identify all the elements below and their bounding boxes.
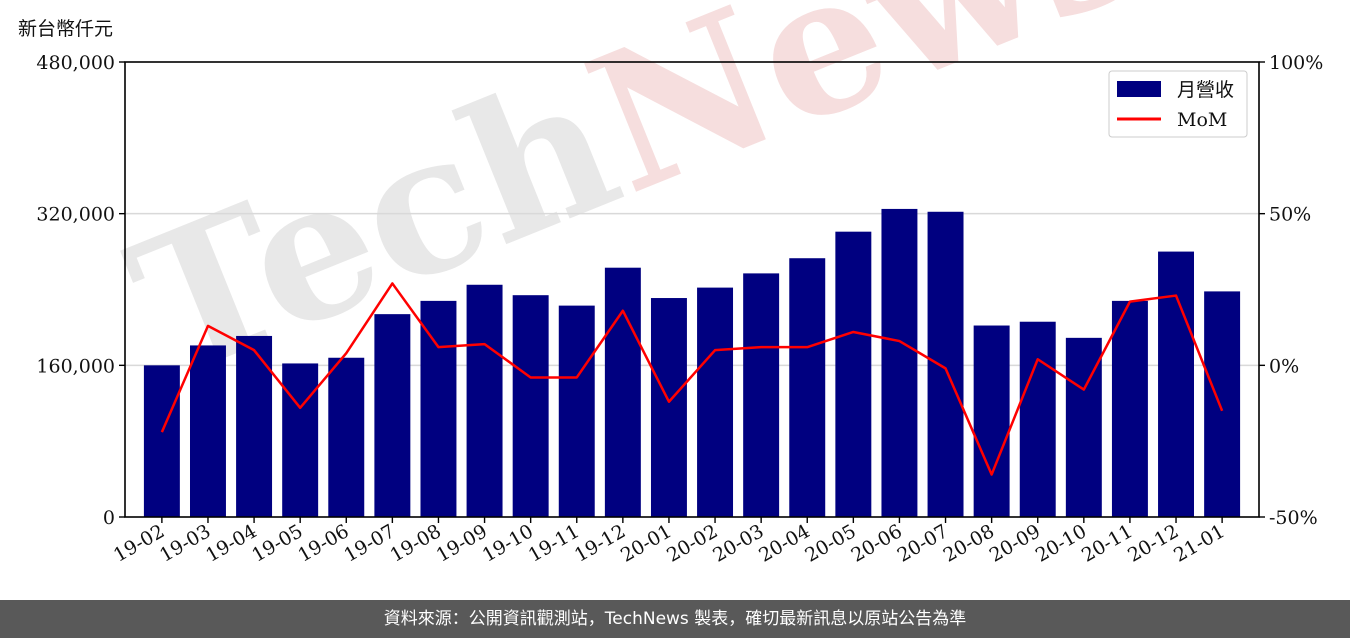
bar-19-08 xyxy=(420,300,457,517)
x-tick-label-19-08: 19-08 xyxy=(387,520,445,566)
plot-frame xyxy=(124,61,1260,518)
x-tick-label-20-01: 20-01 xyxy=(617,520,675,566)
y-axis-unit-label: 新台幣仟元 xyxy=(18,18,114,40)
legend-swatch-bar xyxy=(1117,81,1161,97)
bar-19-05 xyxy=(282,363,319,517)
x-tick-label-20-08: 20-08 xyxy=(940,520,998,566)
left-tick-label: 320,000 xyxy=(36,204,115,226)
bar-20-05 xyxy=(835,231,872,518)
legend-label-revenue: 月營收 xyxy=(1177,79,1234,101)
right-tick-label: 100% xyxy=(1269,52,1323,74)
bar-19-03 xyxy=(189,345,226,517)
bar-19-06 xyxy=(328,357,365,517)
x-tick-label-19-05: 19-05 xyxy=(248,520,306,566)
mom-line xyxy=(160,282,1224,476)
x-tick-label-19-11: 19-11 xyxy=(525,520,583,566)
x-tick-label-20-10: 20-10 xyxy=(1032,520,1090,566)
mom-line-series xyxy=(160,282,1224,476)
footer-source-note: 資料來源：公開資訊觀測站，TechNews 製表，確切最新訊息以原站公告為準 xyxy=(0,600,1350,638)
bar-series xyxy=(143,208,1241,518)
right-tick-label: 50% xyxy=(1269,204,1311,226)
legend: 月營收 MoM xyxy=(1108,70,1248,138)
x-tick-label-20-05: 20-05 xyxy=(801,520,859,566)
bar-20-06 xyxy=(881,208,918,518)
x-tick-label-20-03: 20-03 xyxy=(709,520,767,566)
x-tick-label-19-09: 19-09 xyxy=(433,520,491,566)
right-tick-label: -50% xyxy=(1269,507,1318,529)
x-tick-label-21-01: 21-01 xyxy=(1170,520,1228,566)
x-tick-label-19-06: 19-06 xyxy=(294,520,352,566)
x-tick-label-20-04: 20-04 xyxy=(755,520,813,566)
x-tick-label-19-03: 19-03 xyxy=(156,520,214,566)
x-tick-label-20-09: 20-09 xyxy=(986,520,1044,566)
x-tick-label-19-04: 19-04 xyxy=(202,520,260,566)
bar-20-01 xyxy=(650,298,687,517)
bar-19-02 xyxy=(143,365,180,517)
legend-label-mom: MoM xyxy=(1177,109,1227,131)
bar-20-02 xyxy=(697,287,734,517)
left-tick-label: 0 xyxy=(103,507,115,529)
x-tick-label-19-10: 19-10 xyxy=(479,520,537,566)
plot-border xyxy=(124,61,1260,518)
bar-19-09 xyxy=(466,284,503,517)
bar-19-10 xyxy=(512,295,549,517)
bar-20-04 xyxy=(789,258,826,517)
x-tick-label-20-06: 20-06 xyxy=(847,520,905,566)
x-tick-label-20-12: 20-12 xyxy=(1124,520,1182,566)
bar-20-08 xyxy=(973,325,1010,517)
x-tick-label-19-12: 19-12 xyxy=(571,520,629,566)
left-tick-label: 160,000 xyxy=(36,355,115,377)
bar-19-11 xyxy=(558,305,595,517)
x-tick-label-20-07: 20-07 xyxy=(894,520,952,566)
x-tick-label-20-02: 20-02 xyxy=(663,520,721,566)
bar-19-04 xyxy=(236,335,273,517)
x-tick-label-19-07: 19-07 xyxy=(340,520,398,566)
bar-20-03 xyxy=(743,273,780,517)
bar-20-07 xyxy=(927,211,964,518)
bar-20-11 xyxy=(1111,300,1148,517)
bar-20-09 xyxy=(1019,321,1056,517)
x-tick-label-20-11: 20-11 xyxy=(1078,520,1136,566)
revenue-chart: TechNews 0160,000320,000480,000-50%0%50%… xyxy=(36,0,1323,567)
bar-19-12 xyxy=(604,267,641,517)
bar-20-12 xyxy=(1158,251,1195,518)
left-tick-label: 480,000 xyxy=(36,52,115,74)
x-tick-label-19-02: 19-02 xyxy=(110,520,168,566)
right-tick-label: 0% xyxy=(1269,355,1299,377)
bar-19-07 xyxy=(374,314,411,517)
bar-21-01 xyxy=(1204,291,1241,517)
